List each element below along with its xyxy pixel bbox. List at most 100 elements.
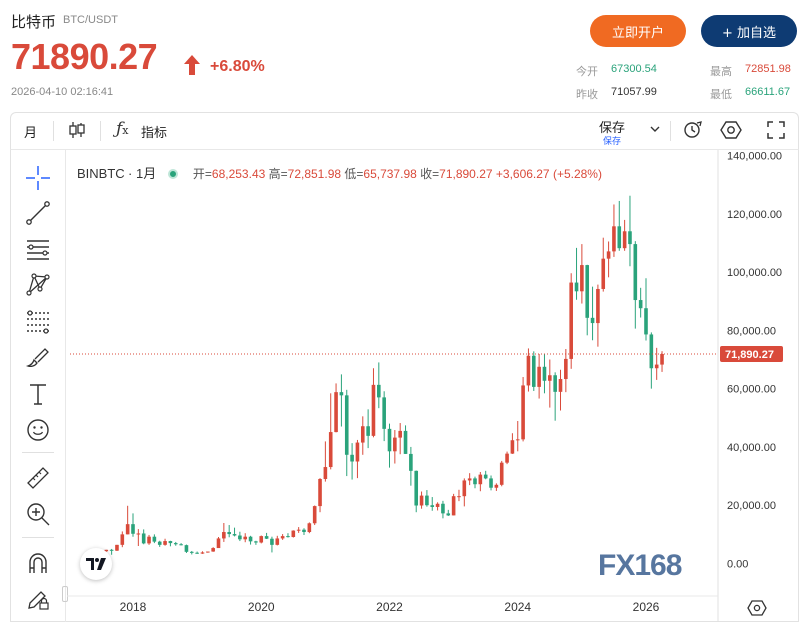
candle <box>441 500 445 519</box>
y-tick-label: 100,000.00 <box>727 267 782 279</box>
add-watchlist-button[interactable]: + 加自选 <box>701 15 797 47</box>
candle <box>558 369 563 411</box>
candle <box>275 535 280 546</box>
zoom-in-icon[interactable] <box>25 501 51 527</box>
toolbar-divider <box>670 121 671 141</box>
magnet-icon[interactable] <box>25 550 51 576</box>
high-label: 最高 <box>710 65 732 78</box>
candle <box>398 423 402 455</box>
candle <box>537 353 541 399</box>
candle <box>291 530 296 538</box>
chevron-down-icon[interactable] <box>649 124 661 134</box>
candle <box>211 547 215 552</box>
save-button[interactable]: 保存 <box>599 121 626 136</box>
candle <box>328 393 333 470</box>
candle <box>350 443 354 480</box>
candle <box>499 460 504 487</box>
candle <box>483 470 488 480</box>
candle <box>323 441 328 482</box>
tradingview-logo[interactable] <box>80 548 112 580</box>
legend-close: 71,890.27 <box>439 167 493 181</box>
candle <box>147 534 151 545</box>
candle <box>473 476 477 489</box>
fullscreen-icon[interactable] <box>766 120 786 140</box>
pattern-icon[interactable] <box>25 272 51 298</box>
candle <box>494 483 499 491</box>
legend-high-label: 高= <box>268 167 288 181</box>
x-tick-label: 2022 <box>376 600 403 614</box>
trendline-icon[interactable] <box>25 200 51 226</box>
candle <box>179 543 183 546</box>
legend-open-label: 开= <box>192 167 212 181</box>
candle <box>270 536 274 553</box>
prev-close-value: 71057.99 <box>611 86 657 98</box>
y-tick-label: 0.00 <box>727 559 748 571</box>
candle <box>163 538 167 546</box>
candle <box>141 529 146 545</box>
interval-selector[interactable]: 月 <box>24 126 38 141</box>
sidebar-divider <box>22 452 54 453</box>
sidebar-collapse-handle[interactable] <box>62 586 68 602</box>
candle <box>377 362 381 409</box>
candle <box>430 497 435 511</box>
axis-settings-icon[interactable] <box>747 599 767 617</box>
chart-toolbar <box>10 112 799 150</box>
ruler-icon[interactable] <box>25 465 51 491</box>
toolbar-divider <box>53 121 54 141</box>
candle <box>200 551 205 554</box>
legend-change: +3,606.27 (+5.28%) <box>495 167 602 181</box>
legend-low: 65,737.98 <box>363 167 417 181</box>
candle <box>435 502 440 511</box>
toolbar-divider <box>100 121 101 141</box>
fx-icon[interactable]: ƒx <box>116 119 129 139</box>
emoji-icon[interactable] <box>25 417 51 443</box>
candle <box>184 544 189 554</box>
drawing-tools-sidebar <box>10 150 66 622</box>
candle <box>564 349 568 393</box>
candle <box>531 351 536 391</box>
y-tick-label: 140,000.00 <box>727 151 782 163</box>
candle <box>302 528 306 535</box>
horizontal-lines-icon[interactable] <box>25 236 51 262</box>
candle <box>515 420 520 452</box>
watermark-logo: FX168 <box>598 549 682 582</box>
legend-close-label: 收= <box>420 167 440 181</box>
asset-name: 比特币 <box>11 13 57 31</box>
brush-icon[interactable] <box>25 345 51 371</box>
candle <box>510 433 515 454</box>
y-tick-label: 40,000.00 <box>727 442 776 454</box>
market-status-dot <box>167 169 178 179</box>
indicators-button[interactable]: 指标 <box>141 126 168 141</box>
tv-logo-icon <box>86 558 106 570</box>
lock-pencil-icon[interactable] <box>25 586 51 612</box>
fib-icon[interactable] <box>25 308 51 334</box>
crosshair-icon[interactable] <box>25 165 51 191</box>
candle <box>334 383 338 433</box>
candle <box>606 241 611 278</box>
x-tick-label: 2026 <box>633 600 660 614</box>
alert-icon[interactable] <box>682 119 704 141</box>
today-open-value: 67300.54 <box>611 63 657 75</box>
prev-close-label: 昨收 <box>576 88 598 101</box>
ohlc-legend: BINBTC · 1月 开=68,253.43 高=72,851.98 低=65… <box>77 166 602 181</box>
candle <box>173 541 178 546</box>
candle <box>451 493 456 516</box>
candle <box>628 195 632 267</box>
y-tick-label: 60,000.00 <box>727 384 776 396</box>
candle <box>125 505 130 535</box>
candle <box>222 522 226 542</box>
candles-icon[interactable] <box>68 120 86 140</box>
y-tick-label: 80,000.00 <box>727 325 776 337</box>
candle <box>505 451 509 465</box>
candle <box>660 351 664 372</box>
candle <box>115 544 119 551</box>
candle <box>131 513 135 537</box>
candle <box>590 286 595 341</box>
settings-icon[interactable] <box>720 119 742 141</box>
candle <box>157 540 162 547</box>
candle <box>521 376 525 442</box>
open-account-button[interactable]: 立即开户 <box>590 15 686 47</box>
text-icon[interactable] <box>25 381 51 407</box>
candle <box>649 332 654 389</box>
